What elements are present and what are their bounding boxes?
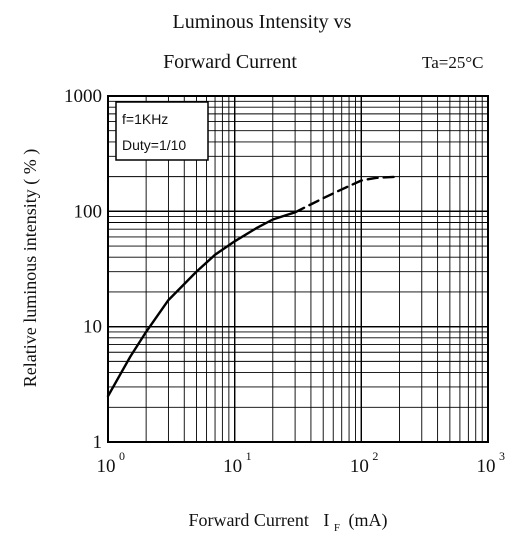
x-axis-label-subscript: F — [334, 522, 340, 534]
series — [106, 175, 401, 398]
x-tick-label: 10 — [97, 456, 116, 477]
x-axis-label: Forward Current I F (mA) — [188, 510, 387, 535]
chart-title-line-2: Forward Current — [163, 51, 297, 73]
x-tick-label: 10 — [477, 456, 496, 477]
y-tick-label: 100 — [74, 201, 103, 222]
x-tick-label: 10 — [223, 456, 242, 477]
y-tick-label: 1 — [93, 432, 103, 453]
x-tick-label: 10 — [350, 456, 369, 477]
legend-box — [115, 101, 209, 161]
temperature-condition: Ta=25°C — [422, 53, 483, 72]
x-tick-exponent: 3 — [499, 449, 505, 463]
series-line-dashed — [293, 175, 401, 214]
legend: f=1KHz Duty=1/10 — [115, 101, 209, 161]
x-axis-label-symbol: I — [323, 510, 329, 530]
y-tick-label: 10 — [83, 317, 102, 338]
x-tick-exponent: 2 — [372, 449, 378, 463]
x-axis-label-unit: (mA) — [349, 510, 388, 531]
series-line-solid — [106, 211, 297, 398]
x-tick-exponent: 1 — [246, 449, 252, 463]
y-axis-label: Relative luminous intensity ( % ) — [20, 149, 41, 387]
x-tick-exponent: 0 — [119, 449, 125, 463]
chart-title-line-1: Luminous Intensity vs — [173, 11, 352, 33]
x-axis-label-main: Forward Current — [188, 510, 308, 530]
y-tick-label: 1000 — [64, 86, 102, 107]
legend-duty: Duty=1/10 — [122, 137, 186, 153]
plot-frame — [107, 95, 489, 443]
legend-frequency: f=1KHz — [122, 111, 168, 127]
